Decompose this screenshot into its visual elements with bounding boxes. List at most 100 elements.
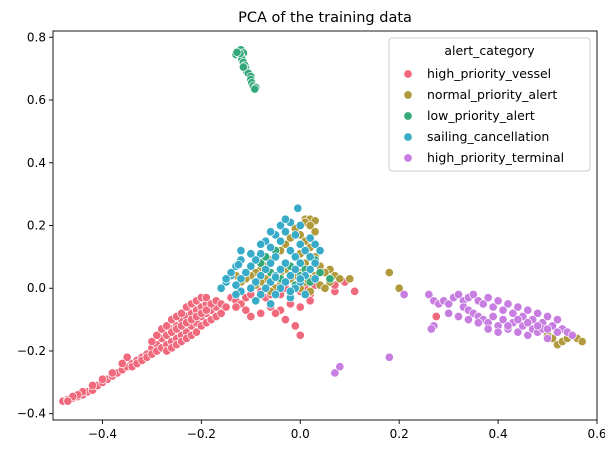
data-point <box>147 337 157 347</box>
data-point <box>444 299 454 309</box>
legend-marker <box>403 132 413 142</box>
data-point <box>221 302 231 312</box>
data-point <box>251 296 261 306</box>
data-point <box>122 352 132 362</box>
data-point <box>290 230 300 240</box>
legend: alert_category high_priority_vesselnorma… <box>388 37 591 172</box>
data-point <box>310 227 320 237</box>
data-point <box>523 305 533 315</box>
data-point <box>290 321 300 331</box>
data-point <box>251 277 261 287</box>
x-tick-label: 0.0 <box>291 427 310 441</box>
data-point <box>266 258 276 268</box>
data-point <box>399 289 409 300</box>
legend-item: high_priority_terminal <box>403 150 564 165</box>
data-point <box>246 249 256 259</box>
data-point <box>191 327 201 337</box>
data-point <box>256 271 266 281</box>
data-point <box>117 358 127 369</box>
data-point <box>493 327 503 337</box>
data-point <box>498 315 508 325</box>
data-point <box>552 315 562 325</box>
data-point <box>503 299 513 309</box>
data-point <box>513 302 523 312</box>
data-point <box>493 296 503 306</box>
legend-label: low_priority_alert <box>427 108 535 123</box>
data-point <box>330 368 340 378</box>
y-tick-label: 0.2 <box>27 219 46 233</box>
data-point <box>256 289 266 300</box>
series-sailing-cancellation <box>216 203 325 309</box>
data-point <box>63 396 73 406</box>
data-point <box>513 315 523 325</box>
data-point <box>280 258 290 268</box>
data-point <box>290 264 300 274</box>
y-tick-label: 0.4 <box>27 156 46 170</box>
data-point <box>201 305 211 315</box>
x-tick-label: −0.4 <box>88 427 117 441</box>
y-tick-label: −0.2 <box>17 344 46 358</box>
data-point <box>256 308 266 318</box>
data-point <box>241 305 251 315</box>
data-point <box>107 368 117 378</box>
legend-item: high_priority_vessel <box>403 66 551 81</box>
y-tick-label: −0.4 <box>17 407 46 421</box>
data-point <box>305 296 315 306</box>
legend-label: sailing_cancellation <box>427 129 549 144</box>
data-point <box>463 315 473 325</box>
data-point <box>473 318 483 328</box>
chart-title: PCA of the training data <box>238 10 412 26</box>
data-point <box>468 289 478 300</box>
y-tick-label: 0.0 <box>27 281 46 295</box>
data-point <box>513 327 523 337</box>
series-high-priority-vessel <box>58 277 441 406</box>
data-point <box>310 258 320 268</box>
data-point <box>577 337 587 347</box>
data-point <box>280 214 290 224</box>
data-point <box>246 283 256 293</box>
data-point <box>266 242 276 253</box>
data-point <box>270 252 281 262</box>
data-point <box>567 330 577 340</box>
data-point <box>533 321 543 331</box>
data-point <box>483 324 493 334</box>
data-point <box>533 308 543 318</box>
points-layer <box>58 45 587 406</box>
data-point <box>233 260 243 270</box>
data-point <box>261 264 271 274</box>
data-point <box>216 283 226 293</box>
y-tick-label: 0.6 <box>27 93 46 107</box>
data-point <box>295 274 305 284</box>
data-point <box>256 239 266 249</box>
data-point <box>266 299 276 309</box>
data-point <box>275 220 286 231</box>
data-point <box>444 308 454 318</box>
data-point <box>431 311 441 322</box>
data-point <box>280 227 290 237</box>
axes-layer: −0.4 −0.2 0.0 0.2 0.4 0.6 −0.4 −0.2 0.0 0.2 0.4 0.6… <box>17 30 605 441</box>
legend-item: low_priority_alert <box>403 108 535 123</box>
data-point <box>250 84 260 94</box>
data-point <box>285 246 295 256</box>
data-point <box>236 274 246 284</box>
legend-box <box>388 37 591 172</box>
data-point <box>285 271 295 281</box>
data-point <box>295 258 305 268</box>
data-point <box>384 268 394 278</box>
data-point <box>231 280 241 290</box>
data-point <box>232 47 242 57</box>
data-point <box>325 274 335 284</box>
data-point <box>241 268 251 278</box>
data-point <box>295 220 305 231</box>
legend-marker <box>403 69 413 79</box>
data-point <box>270 272 281 282</box>
data-point <box>226 268 236 278</box>
data-point <box>293 203 303 213</box>
y-tick-label: 0.8 <box>27 30 46 44</box>
data-point <box>508 308 518 318</box>
data-point <box>280 315 290 325</box>
data-point <box>275 264 286 274</box>
data-point <box>305 220 315 231</box>
